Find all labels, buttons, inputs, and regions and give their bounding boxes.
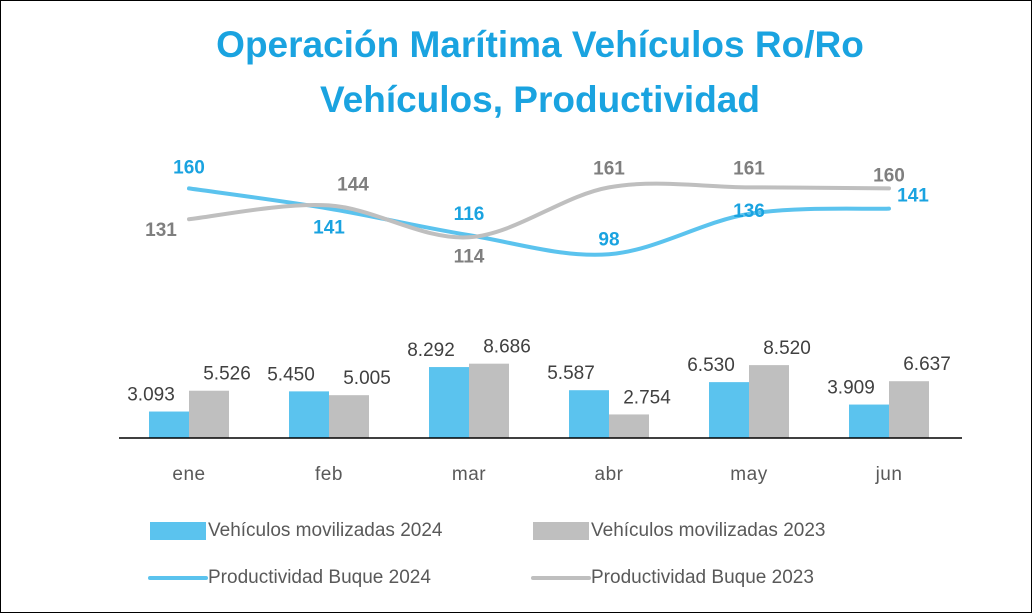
bar-value-label: 2.754: [623, 387, 671, 408]
x-tick-label: feb: [315, 464, 343, 485]
line-value-label: 161: [733, 158, 765, 179]
bar: [569, 390, 609, 438]
line-value-label: 144: [337, 174, 369, 195]
line-value-label: 136: [733, 201, 765, 222]
legend-swatch: [150, 522, 206, 540]
x-tick-label: mar: [452, 464, 486, 485]
legend-label: Productividad Buque 2023: [591, 567, 814, 588]
chart-title: Operación Marítima Vehículos Ro/Ro: [216, 24, 864, 65]
x-tick-label: abr: [595, 464, 624, 485]
line-value-label: 141: [897, 186, 929, 207]
legend-label: Vehículos movilizadas 2023: [591, 520, 825, 541]
x-tick-label: ene: [172, 464, 205, 485]
line-value-label: 160: [873, 165, 905, 186]
bar-value-label: 5.526: [203, 364, 251, 385]
bar-value-label: 3.093: [127, 385, 175, 406]
line-value-label: 98: [598, 229, 619, 250]
line: [187, 181, 891, 240]
line-value-label: 161: [593, 158, 625, 179]
bar-value-label: 8.686: [483, 337, 531, 358]
bar: [609, 414, 649, 438]
line-value-label: 141: [313, 218, 345, 239]
bar-value-label: 5.450: [267, 364, 315, 385]
legend-swatch: [533, 522, 589, 540]
line-value-label: 114: [454, 246, 485, 267]
bar-value-label: 5.587: [547, 363, 595, 384]
line-value-label: 131: [145, 220, 177, 241]
bar: [289, 391, 329, 438]
bar-value-label: 8.292: [407, 340, 455, 361]
bar-value-label: 6.530: [687, 355, 735, 376]
legend-label: Vehículos movilizadas 2024: [208, 520, 443, 541]
bar: [429, 367, 469, 438]
bar: [189, 390, 229, 438]
bar-value-label: 3.909: [827, 378, 875, 399]
bar-value-label: 5.005: [343, 368, 391, 389]
bar: [749, 365, 789, 438]
chart-subtitle: Vehículos, Productividad: [320, 79, 760, 120]
x-tick-label: jun: [875, 464, 903, 485]
line-value-label: 116: [454, 204, 485, 225]
bar: [469, 363, 509, 438]
bar-value-label: 6.637: [903, 354, 951, 375]
line-value-label: 160: [173, 157, 205, 178]
bar: [329, 395, 369, 438]
x-tick-label: may: [730, 464, 767, 485]
bar: [149, 411, 189, 438]
bar-value-label: 8.520: [763, 338, 811, 359]
legend-label: Productividad Buque 2024: [208, 567, 431, 588]
bar: [889, 381, 929, 438]
bar: [709, 382, 749, 438]
bar: [849, 404, 889, 438]
